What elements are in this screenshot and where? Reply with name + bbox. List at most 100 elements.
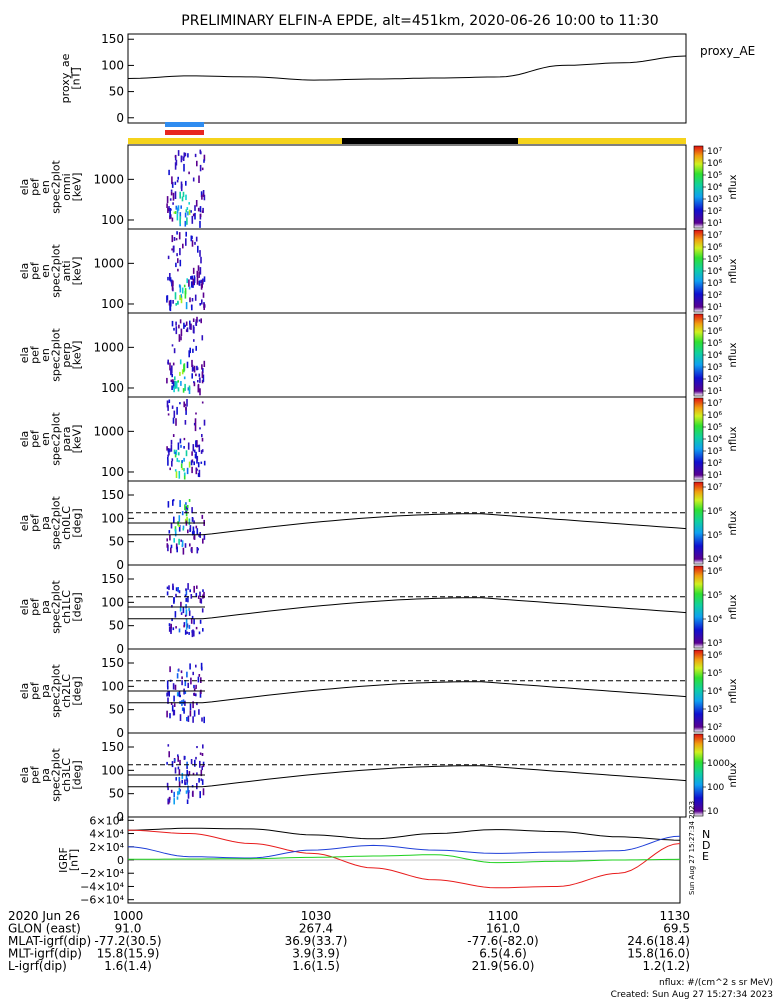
spectrogram-cell bbox=[169, 277, 172, 282]
spectrogram-cell bbox=[201, 371, 204, 378]
spectrogram-cell bbox=[173, 237, 176, 241]
spectrogram-cell bbox=[168, 626, 171, 632]
spectrogram-cell bbox=[167, 691, 169, 696]
spectrogram-cell bbox=[176, 546, 178, 553]
panel-ch2LC-colorbar-tick-label: 10⁴ bbox=[707, 687, 722, 697]
panel-ch2LC-ylabel-line: [deg] bbox=[70, 676, 83, 705]
spectrogram-cell bbox=[190, 281, 193, 288]
spectrogram-cell bbox=[184, 220, 187, 227]
spectrogram-cell bbox=[175, 777, 177, 781]
panel-ch0LC-ylabel-line: pef bbox=[28, 513, 41, 532]
spectrogram-cell bbox=[186, 717, 188, 722]
panel-ch2LC-ylabel-line: pa bbox=[39, 684, 52, 698]
spectrogram-cell bbox=[181, 467, 184, 471]
spectrogram-cell bbox=[193, 688, 196, 692]
spectrogram-cell bbox=[181, 369, 184, 375]
panel-ch1LC-colorbar-label: nflux bbox=[728, 594, 739, 619]
spectrogram-cell bbox=[173, 211, 176, 214]
spectrogram-cell bbox=[181, 540, 184, 546]
spectrogram-cell bbox=[170, 547, 172, 554]
spectrogram-cell bbox=[189, 297, 191, 303]
spectrogram-cell bbox=[188, 632, 190, 635]
spectrogram-cell bbox=[192, 367, 195, 371]
spectrogram-cell bbox=[199, 591, 201, 597]
panel-ch1LC-colorbar-tick-label: 10⁵ bbox=[707, 591, 722, 601]
panel-anti-ylabel-line: ela bbox=[18, 263, 31, 280]
panel-omni-colorbar-tick-label: 10⁶ bbox=[707, 159, 722, 169]
panel-ch1LC-ylabel-line: spec2plot bbox=[49, 580, 62, 634]
spectrogram-cell bbox=[171, 373, 173, 378]
spectrogram-cell bbox=[174, 191, 177, 199]
spectrogram-cell bbox=[179, 212, 182, 219]
spectrogram-cell bbox=[190, 276, 192, 280]
panel-para-ylabel-line: spec2plot bbox=[49, 412, 62, 466]
spectrogram-cell bbox=[173, 386, 175, 393]
spectrogram-cell bbox=[203, 591, 205, 599]
spectrogram-cell bbox=[173, 538, 175, 543]
spectrogram-cell bbox=[180, 205, 182, 209]
spectrogram-cell bbox=[179, 438, 182, 444]
spectrogram-cell bbox=[175, 238, 178, 241]
spectrogram-cell bbox=[169, 534, 171, 541]
spectrogram-cell bbox=[194, 759, 196, 767]
panel-anti-ylabel-line: [keV] bbox=[70, 257, 83, 286]
panel-para-colorbar-tick-label: 10¹ bbox=[707, 471, 722, 481]
spectrogram-cell bbox=[197, 207, 200, 212]
spectrogram-cell bbox=[170, 523, 173, 529]
igrf-series-line bbox=[128, 854, 681, 864]
igrf-timestamp: Sun Aug 27 15:27:34 2023 bbox=[688, 801, 696, 895]
spectrogram-cell bbox=[172, 627, 175, 631]
panel-para-colorbar-tick-label: 10⁷ bbox=[707, 399, 722, 409]
panel-ch2LC-loss-cone bbox=[128, 681, 687, 704]
spectrogram-cell bbox=[192, 325, 195, 334]
spectrogram-cell bbox=[195, 373, 197, 377]
spectrogram-cell bbox=[186, 799, 189, 804]
panel-ch0LC-loss-cone bbox=[128, 513, 687, 536]
spectrogram-cell bbox=[189, 663, 191, 670]
igrf-tick-label: 6×10⁴ bbox=[89, 814, 124, 827]
spectrogram-cell bbox=[167, 798, 169, 805]
spectrogram-cell bbox=[195, 693, 197, 697]
spectrogram-cell bbox=[177, 205, 180, 211]
panel-anti-tick-label: 100 bbox=[101, 297, 124, 311]
spectrogram-cell bbox=[183, 322, 185, 329]
zone-sunlit-1 bbox=[128, 138, 342, 144]
ephem-row-label: L-igrf(dip) bbox=[8, 959, 67, 973]
panel-ch1LC-ylabel-line: pef bbox=[28, 597, 41, 616]
panel-perp-ylabel-line: [keV] bbox=[70, 341, 83, 370]
spectrogram-cell bbox=[173, 791, 175, 798]
spectrogram-cell bbox=[170, 544, 173, 549]
spectrogram-cell bbox=[171, 320, 174, 327]
spectrogram-cell bbox=[172, 499, 175, 502]
spectrogram-cell bbox=[197, 462, 200, 468]
panel-anti-ylabel-line: pef bbox=[28, 261, 41, 280]
spectrogram-cell bbox=[178, 776, 181, 782]
spectrogram-cell bbox=[166, 543, 169, 548]
spectrogram-cell bbox=[174, 469, 177, 472]
panel-omni-ylabel-line: omni bbox=[60, 173, 73, 200]
spectrogram-cell bbox=[178, 769, 181, 776]
spectrogram-cell bbox=[184, 779, 186, 785]
spectrogram-cell bbox=[183, 457, 185, 462]
spectrogram-cell bbox=[173, 703, 176, 707]
panel-omni-ylabel-line: pef bbox=[28, 177, 41, 196]
spectrogram-cell bbox=[199, 760, 201, 768]
spectrogram-cell bbox=[191, 304, 193, 311]
spectrogram-cell bbox=[175, 593, 177, 598]
spectrogram-cell bbox=[194, 424, 197, 432]
spectrogram-cell bbox=[187, 211, 189, 216]
panel-perp-frame bbox=[127, 312, 687, 398]
spectrogram-cell bbox=[191, 531, 194, 536]
spectrogram-cell bbox=[192, 318, 195, 322]
spectrogram-cell bbox=[186, 631, 188, 634]
spectrogram-cell bbox=[192, 348, 194, 353]
spectrogram-cell bbox=[168, 206, 170, 212]
spectrogram-cell bbox=[171, 458, 174, 462]
spectrogram-cell bbox=[171, 217, 174, 222]
spectrogram-cell bbox=[197, 444, 199, 448]
spectrogram-cell bbox=[178, 452, 180, 456]
spectrogram-cell bbox=[169, 713, 171, 719]
spectrogram-cell bbox=[188, 171, 190, 175]
spectrogram-cell bbox=[170, 623, 172, 629]
